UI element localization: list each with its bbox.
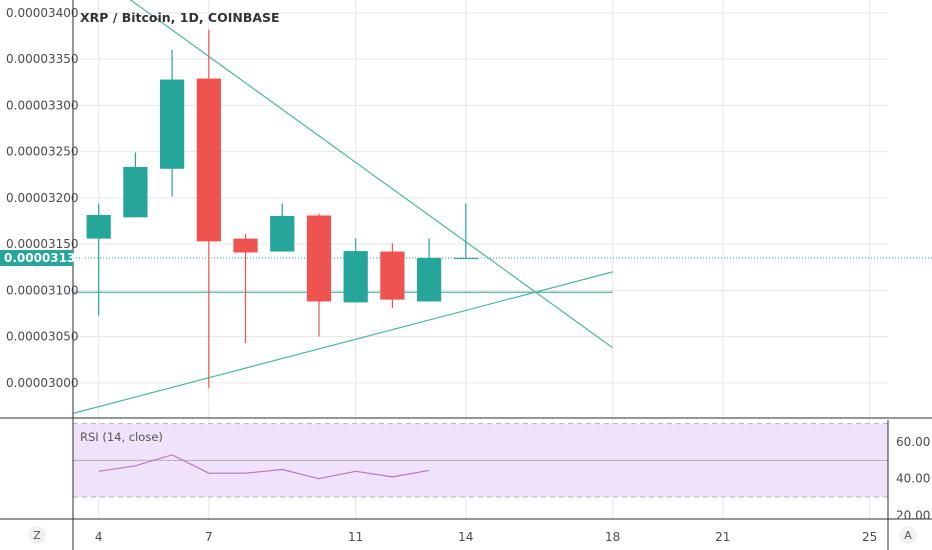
price-tick-label: 0.00003350 bbox=[6, 52, 79, 66]
time-tick-label: 4 bbox=[95, 530, 103, 544]
auto-fit-button[interactable]: A bbox=[899, 526, 917, 544]
rsi-tick-label: 20.00 bbox=[896, 508, 930, 522]
current-price-badge bbox=[0, 250, 73, 267]
time-tick-label: 14 bbox=[458, 530, 473, 544]
time-tick-label: 18 bbox=[605, 530, 620, 544]
rsi-panel: RSI (14, close) bbox=[73, 423, 888, 498]
price-tick-label: 0.00003300 bbox=[6, 98, 79, 112]
time-tick-label: 7 bbox=[205, 530, 213, 544]
auto-fit-label: A bbox=[904, 529, 912, 542]
rsi-tick-label: 40.00 bbox=[896, 472, 930, 486]
price-tick-label: 0.00003050 bbox=[6, 330, 79, 344]
auto-scale-label: Z bbox=[33, 529, 41, 542]
chart-title: XRP / Bitcoin, 1D, COINBASE bbox=[80, 10, 280, 25]
time-tick-label: 11 bbox=[348, 530, 363, 544]
ascending-trendline bbox=[72, 271, 613, 414]
current-price-label: 0.00003135 bbox=[4, 251, 84, 265]
price-tick-label: 0.00003150 bbox=[6, 237, 79, 251]
rsi-tick-label: 60.00 bbox=[896, 435, 930, 449]
candle-body-down bbox=[306, 215, 332, 302]
candle-body-up bbox=[160, 79, 185, 169]
price-tick-label: 0.00003250 bbox=[6, 145, 79, 159]
time-tick-label: 25 bbox=[862, 530, 877, 544]
price-tick-label: 0.00003200 bbox=[6, 191, 79, 205]
candle-body-up bbox=[270, 215, 295, 252]
price-tick-label: 0.00003400 bbox=[6, 6, 79, 20]
candle-body-up bbox=[416, 258, 442, 302]
candle-body-down bbox=[380, 251, 405, 300]
time-tick-label: 21 bbox=[715, 530, 730, 544]
candle-body-down bbox=[233, 238, 258, 253]
candle-body-up bbox=[86, 215, 111, 239]
candles-group bbox=[86, 29, 478, 389]
candle-body-up bbox=[123, 166, 148, 218]
price-tick-label: 0.00003000 bbox=[6, 376, 79, 390]
auto-scale-button[interactable]: Z bbox=[28, 526, 46, 544]
candle-body-down bbox=[196, 78, 221, 242]
candle-body-up bbox=[453, 258, 478, 260]
price-tick-label: 0.00003100 bbox=[6, 283, 79, 297]
candle-body-up bbox=[343, 251, 368, 303]
rsi-line bbox=[98, 454, 430, 480]
rsi-label: RSI (14, close) bbox=[80, 430, 163, 444]
